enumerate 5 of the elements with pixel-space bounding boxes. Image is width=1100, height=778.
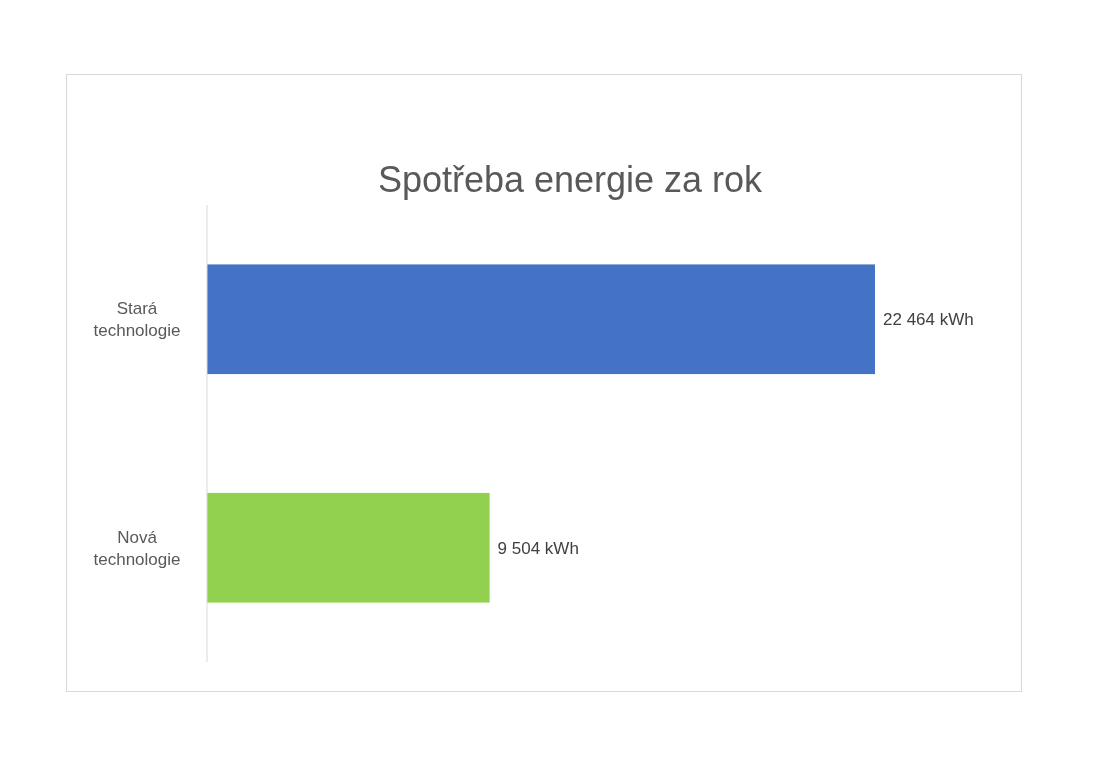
y-tick-label: Stará technologie xyxy=(93,299,181,341)
chart-title: Spotřeba energie za rok xyxy=(377,159,764,200)
data-label: 22 464 kWh xyxy=(883,310,974,330)
data-label: 9 504 kWh xyxy=(497,538,579,558)
y-tick-label: Nová technologie xyxy=(93,527,181,569)
